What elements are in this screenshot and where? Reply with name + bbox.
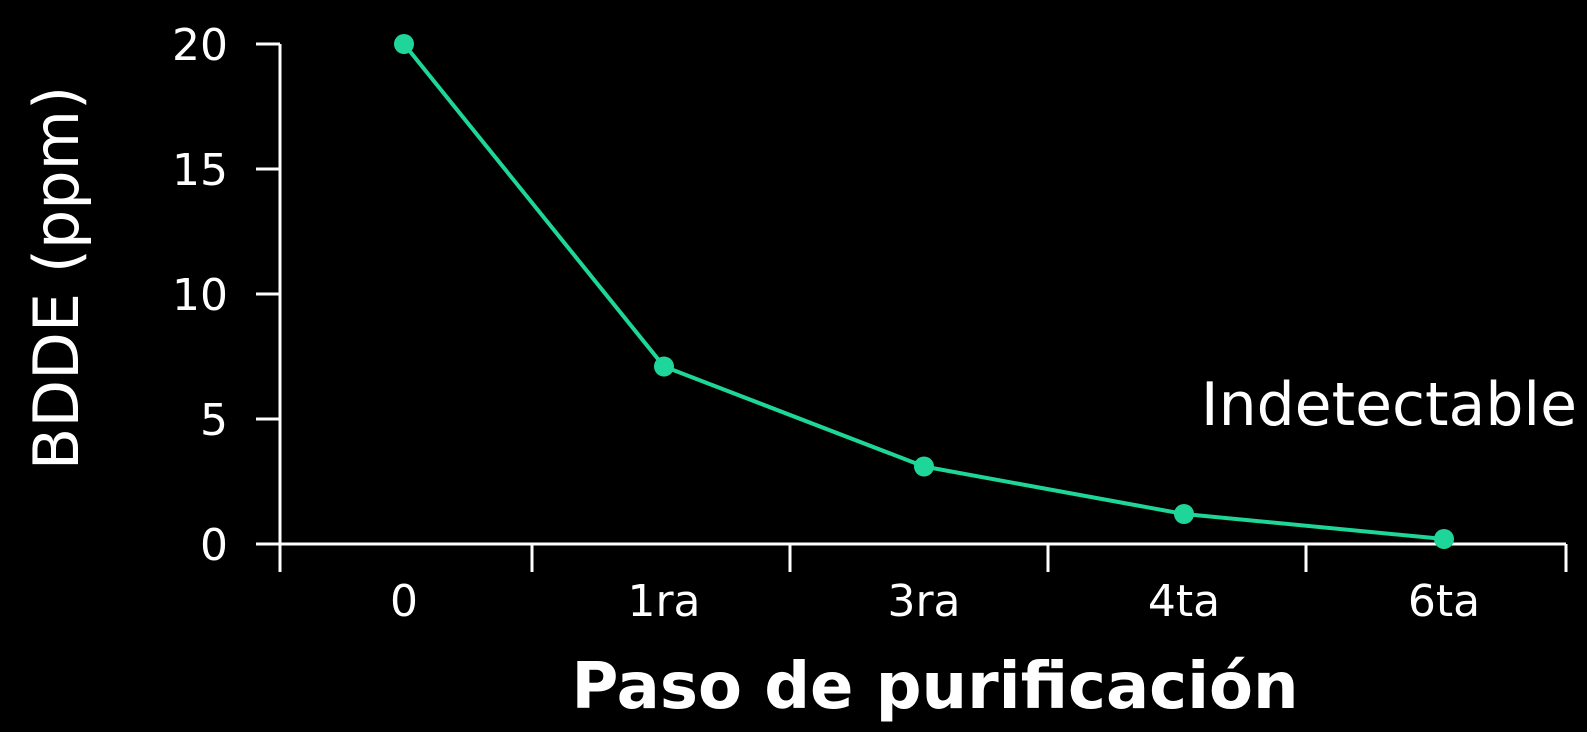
x-axis-title: Paso de purificación bbox=[571, 650, 1298, 724]
y-tick-label-2: 10 bbox=[172, 270, 228, 321]
x-tick-label-1: 1ra bbox=[627, 576, 700, 627]
data-point-3 bbox=[1174, 504, 1194, 524]
x-tick-label-3: 4ta bbox=[1148, 576, 1220, 627]
x-tick-label-2: 3ra bbox=[887, 576, 960, 627]
x-tick-label-0: 0 bbox=[390, 576, 418, 627]
data-point-0 bbox=[394, 34, 414, 54]
annotation-indetectable: Indetectable bbox=[1201, 370, 1577, 440]
x-tick-label-4: 6ta bbox=[1408, 576, 1480, 627]
data-series bbox=[394, 34, 1454, 549]
ticks: 0 5 10 15 20 0 1ra 3ra 4ta 6ta bbox=[172, 20, 1568, 627]
data-point-2 bbox=[914, 456, 934, 477]
y-tick-label-0: 0 bbox=[200, 520, 228, 571]
y-tick-label-4: 20 bbox=[172, 20, 228, 71]
data-point-1 bbox=[654, 356, 674, 377]
y-axis-title: BDDE (ppm) bbox=[20, 86, 93, 470]
y-tick-label-1: 5 bbox=[200, 395, 228, 446]
y-tick-label-3: 15 bbox=[172, 145, 228, 196]
data-point-4 bbox=[1434, 529, 1454, 549]
